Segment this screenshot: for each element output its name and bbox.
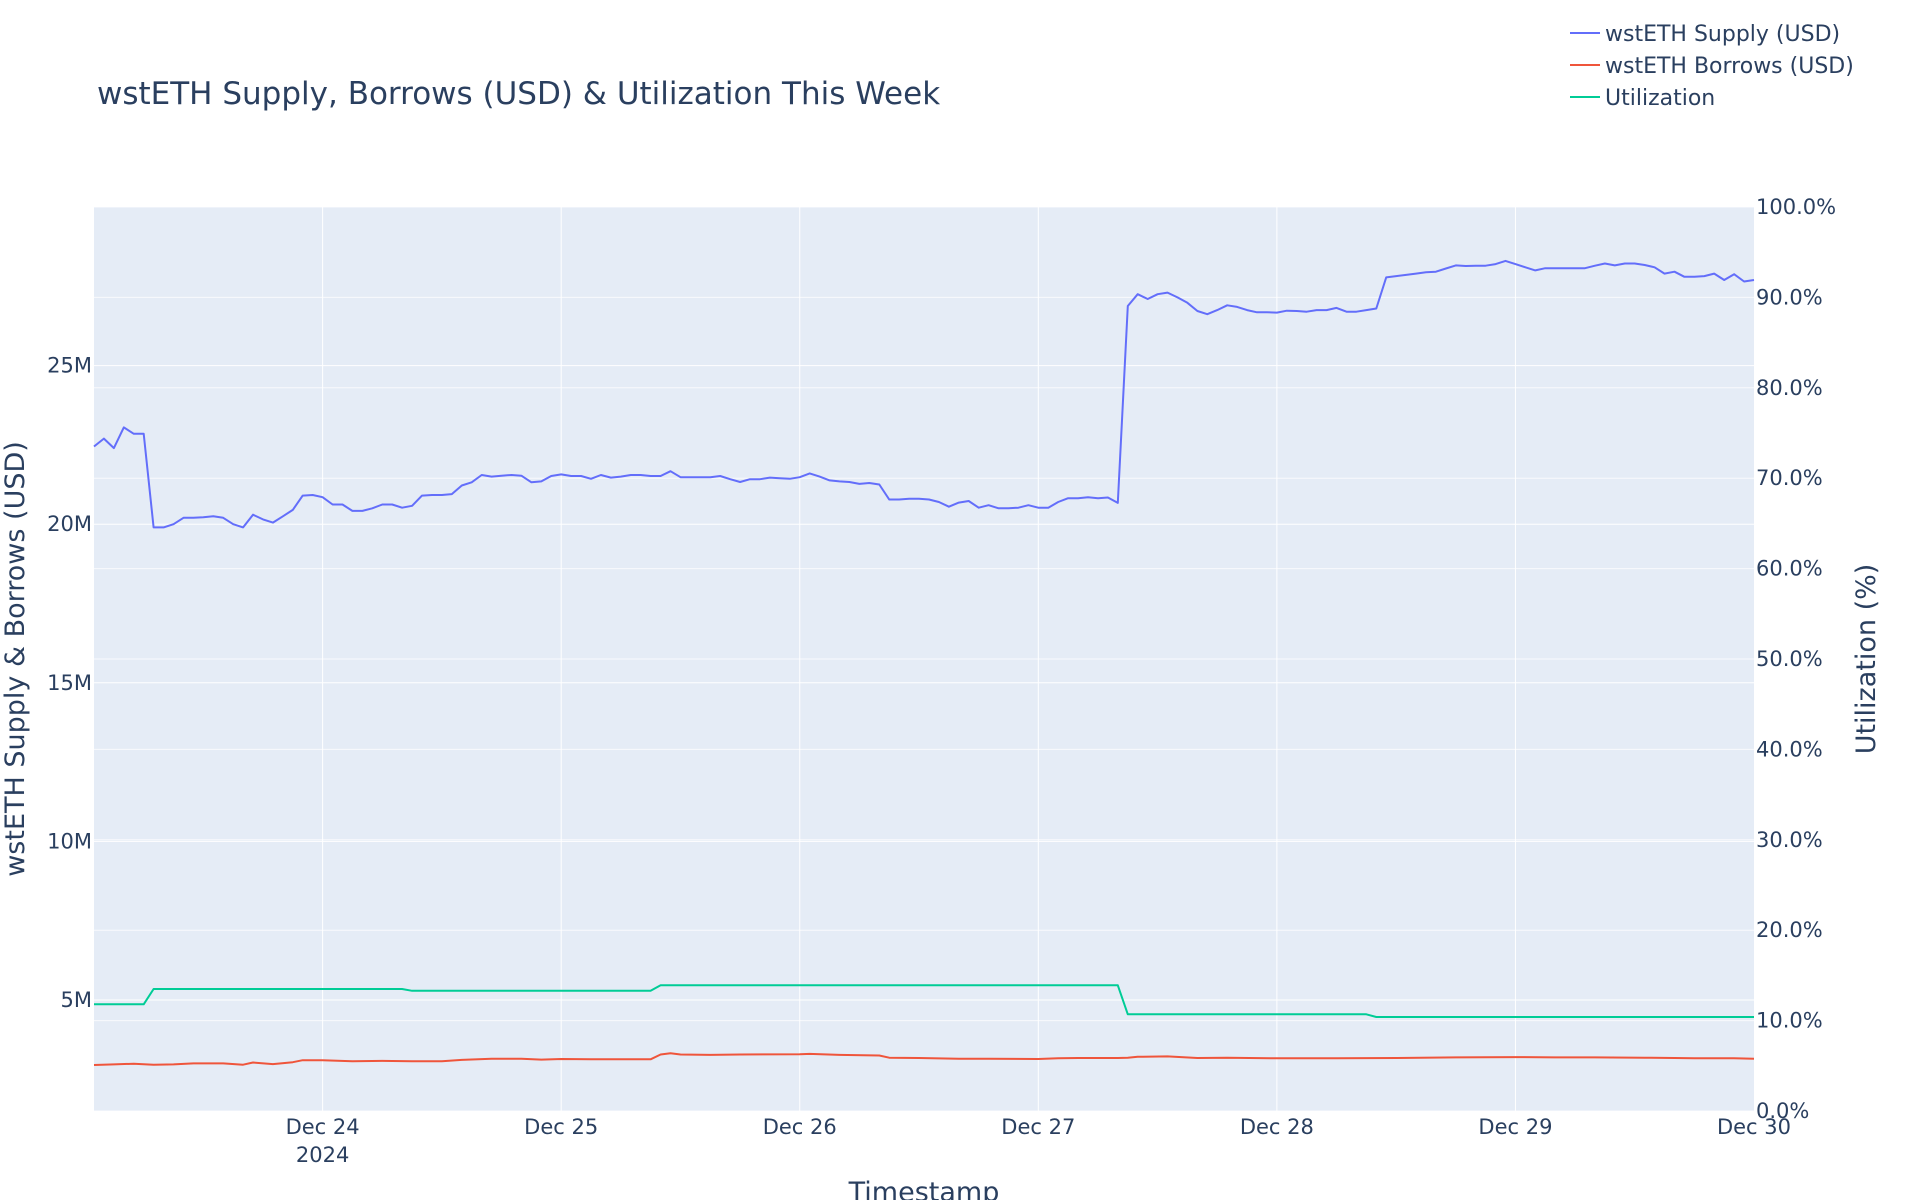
- y2-tick-label: 10.0%: [1756, 1009, 1823, 1033]
- tick-labels: Dec 24 2024 Dec 25 Dec 26 Dec 27 Dec 28 Dec 29…: [47, 195, 1836, 1167]
- legend-label-utilization: Utilization: [1605, 86, 1715, 111]
- y2-tick-label: 80.0%: [1756, 376, 1823, 400]
- series-lines: [93, 259, 1755, 1066]
- series-line-supply: [93, 259, 1755, 529]
- legend-item-utilization[interactable]: Utilization: [1570, 86, 1715, 111]
- y2-tick-label: 40.0%: [1756, 737, 1823, 761]
- y2-tick-label: 100.0%: [1756, 195, 1836, 219]
- series-line-utilization: [94, 984, 1754, 1018]
- legend-item-supply[interactable]: wstETH Supply (USD): [1570, 22, 1840, 47]
- x-tick-label: Dec 26: [763, 1115, 837, 1139]
- legend-label-borrows: wstETH Borrows (USD): [1605, 54, 1854, 79]
- x-tick-label: Dec 28: [1240, 1115, 1314, 1139]
- y-tick-label: 20M: [47, 512, 92, 536]
- y2-tick-label: 90.0%: [1756, 285, 1823, 309]
- y2-tick-label: 70.0%: [1756, 466, 1823, 490]
- y2-tick-label: 0.0%: [1756, 1099, 1809, 1123]
- legend-item-borrows[interactable]: wstETH Borrows (USD): [1570, 54, 1854, 79]
- x-tick-label: Dec 24: [286, 1115, 360, 1139]
- y2-tick-label: 50.0%: [1756, 647, 1823, 671]
- y-tick-label: 15M: [47, 671, 92, 695]
- series-line-borrows: [93, 1052, 1755, 1066]
- x-tick-label: Dec 30: [1717, 1115, 1791, 1139]
- x-tick-sublabel: 2024: [296, 1143, 349, 1167]
- legend: wstETH Supply (USD) wstETH Borrows (USD)…: [1570, 22, 1854, 111]
- x-axis-title: Timestamp: [848, 1177, 1000, 1200]
- legend-label-supply: wstETH Supply (USD): [1605, 22, 1840, 47]
- y2-tick-label: 20.0%: [1756, 918, 1823, 942]
- y2-tick-label: 30.0%: [1756, 828, 1823, 852]
- y-tick-label: 25M: [47, 354, 92, 378]
- y2-axis-title: Utilization (%): [1851, 564, 1882, 755]
- x-tick-label: Dec 29: [1478, 1115, 1552, 1139]
- y2-tick-label: 60.0%: [1756, 557, 1823, 581]
- x-tick-label: Dec 27: [1001, 1115, 1075, 1139]
- y-tick-label: 10M: [47, 829, 92, 853]
- x-tick-label: Dec 25: [524, 1115, 598, 1139]
- chart-title: wstETH Supply, Borrows (USD) & Utilizati…: [97, 76, 940, 112]
- gridlines: [94, 206, 1754, 1112]
- y-tick-label: 5M: [61, 988, 92, 1012]
- y-axis-title: wstETH Supply & Borrows (USD): [0, 441, 31, 877]
